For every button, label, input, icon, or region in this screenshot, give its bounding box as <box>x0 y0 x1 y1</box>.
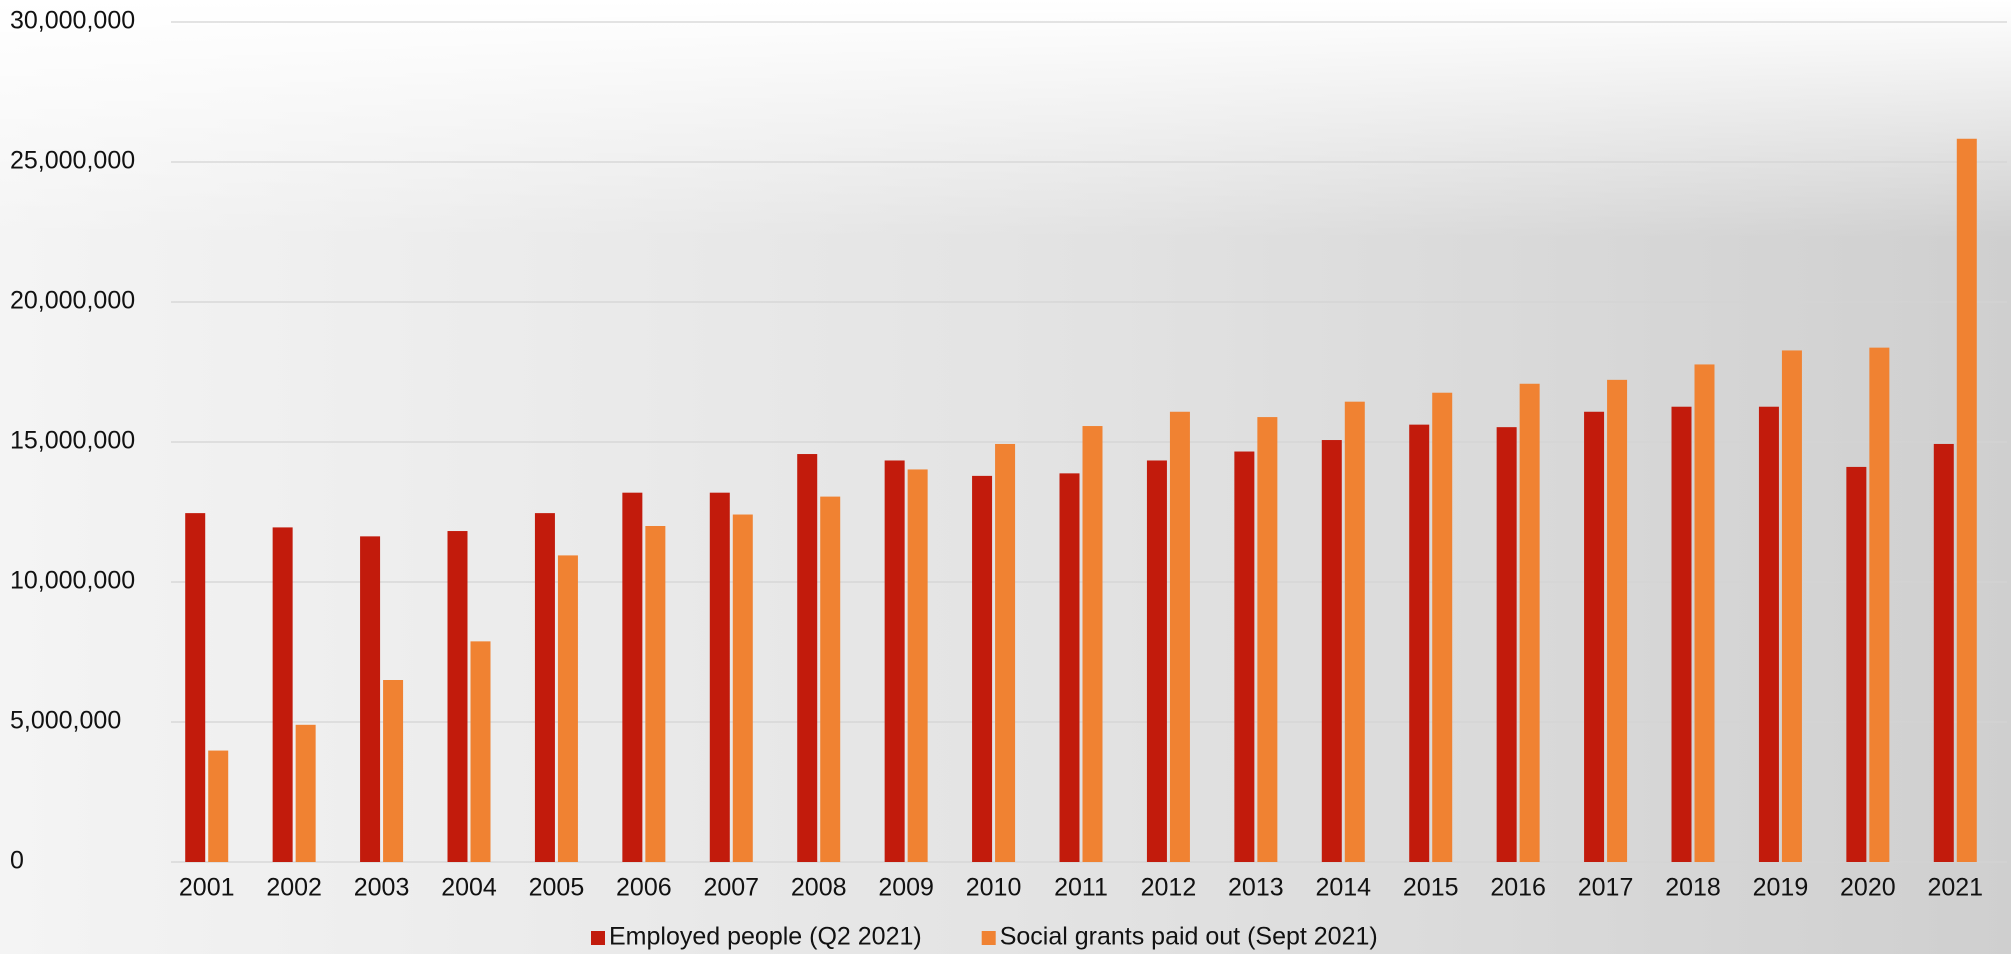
x-tick-label: 2001 <box>179 874 235 902</box>
bar <box>470 641 491 862</box>
bar <box>534 513 555 862</box>
bar <box>1169 411 1190 862</box>
bar <box>1694 364 1715 862</box>
bar <box>1956 138 1977 862</box>
x-tick-label: 2005 <box>529 874 585 902</box>
bar <box>447 531 468 862</box>
bar <box>995 443 1016 862</box>
bar <box>1432 392 1453 862</box>
x-tick-label: 2007 <box>703 874 759 902</box>
bar <box>1082 426 1103 862</box>
bar <box>622 492 643 862</box>
bar <box>732 514 753 862</box>
x-tick-label: 2006 <box>616 874 672 902</box>
bar <box>884 460 905 862</box>
x-tick-label: 2018 <box>1665 874 1721 902</box>
bar <box>1846 466 1867 862</box>
y-tick-label: 30,000,000 <box>10 7 135 35</box>
bar <box>185 513 206 862</box>
bar <box>208 750 229 862</box>
x-tick-label: 2011 <box>1054 874 1108 902</box>
bar <box>907 469 928 862</box>
legend-swatch <box>981 931 996 945</box>
y-tick-label: 15,000,000 <box>10 427 135 455</box>
legend-swatch <box>591 931 605 945</box>
x-tick-label: 2004 <box>441 874 497 902</box>
x-tick-label: 2017 <box>1578 874 1634 902</box>
bar <box>1344 401 1365 862</box>
bar <box>1781 350 1802 862</box>
bar <box>709 492 730 862</box>
y-tick-label: 5,000,000 <box>10 707 121 735</box>
legend-label: Social grants paid out (Sept 2021) <box>1000 923 1378 951</box>
bar <box>820 496 841 862</box>
bar <box>1519 383 1540 862</box>
bar <box>1321 440 1342 862</box>
bar <box>1409 424 1430 862</box>
x-tick-label: 2020 <box>1840 874 1896 902</box>
bar <box>1933 443 1954 862</box>
x-tick-label: 2003 <box>354 874 410 902</box>
y-tick-label: 0 <box>10 847 24 875</box>
x-tick-label: 2008 <box>791 874 847 902</box>
bar <box>272 527 293 862</box>
x-tick-label: 2013 <box>1228 874 1284 902</box>
bar <box>1671 406 1692 862</box>
bar <box>1496 427 1517 862</box>
bar <box>295 724 316 862</box>
bar <box>797 454 818 862</box>
legend-label: Employed people (Q2 2021) <box>609 923 922 951</box>
bar <box>1146 460 1167 862</box>
y-tick-label: 10,000,000 <box>10 567 135 595</box>
bar <box>1869 347 1890 862</box>
x-tick-label: 2015 <box>1403 874 1459 902</box>
bar <box>1584 411 1605 862</box>
y-tick-label: 20,000,000 <box>10 287 135 315</box>
bar <box>1234 451 1255 862</box>
x-tick-label: 2016 <box>1490 874 1546 902</box>
bar <box>1257 417 1278 862</box>
x-tick-label: 2014 <box>1315 874 1371 902</box>
x-tick-label: 2021 <box>1927 874 1983 902</box>
bar <box>645 526 666 862</box>
y-tick-label: 25,000,000 <box>10 147 135 175</box>
bar <box>557 555 578 862</box>
x-tick-label: 2002 <box>266 874 322 902</box>
x-tick-label: 2010 <box>966 874 1022 902</box>
bar <box>1758 406 1779 862</box>
x-tick-label: 2019 <box>1753 874 1809 902</box>
bar <box>1607 379 1628 862</box>
x-tick-label: 2012 <box>1141 874 1197 902</box>
bar <box>383 680 404 862</box>
bar <box>972 475 993 862</box>
x-tick-label: 2009 <box>878 874 934 902</box>
bar <box>360 536 381 862</box>
bar <box>1059 473 1080 862</box>
